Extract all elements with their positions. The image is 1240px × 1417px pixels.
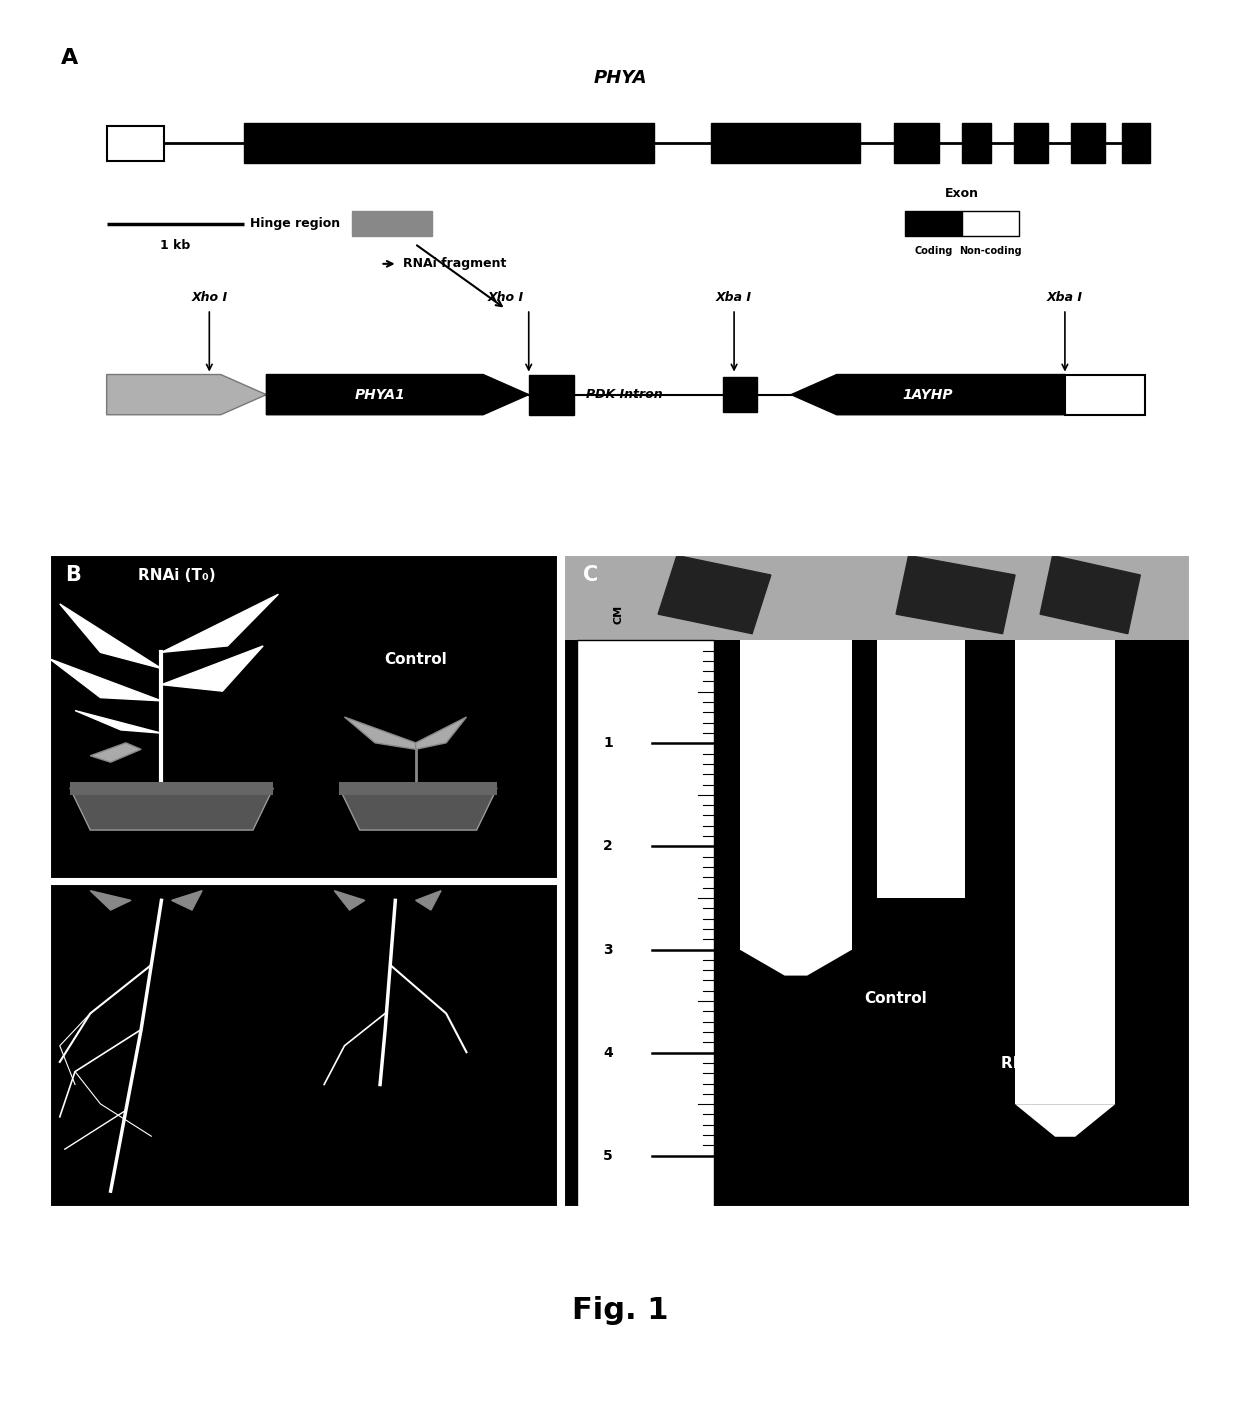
Bar bbox=[723, 377, 756, 412]
Polygon shape bbox=[739, 949, 852, 975]
FancyArrow shape bbox=[791, 374, 1065, 415]
Text: Fig. 1: Fig. 1 bbox=[572, 1297, 668, 1325]
Text: Exon: Exon bbox=[945, 187, 980, 200]
Text: Xba I: Xba I bbox=[715, 290, 753, 305]
Bar bbox=[1016, 640, 1115, 1104]
Polygon shape bbox=[1040, 555, 1141, 633]
Polygon shape bbox=[161, 594, 278, 652]
Polygon shape bbox=[415, 717, 466, 750]
Polygon shape bbox=[60, 604, 161, 669]
Text: PHYA1: PHYA1 bbox=[355, 388, 405, 401]
Text: Non-coding: Non-coding bbox=[960, 247, 1022, 256]
Polygon shape bbox=[897, 555, 1016, 633]
Text: B: B bbox=[64, 565, 81, 585]
FancyArrow shape bbox=[267, 374, 528, 415]
Bar bbox=[564, 555, 1190, 640]
Polygon shape bbox=[1016, 1104, 1115, 1136]
Bar bbox=[878, 640, 965, 898]
Text: RNAi (T₀): RNAi (T₀) bbox=[138, 568, 216, 584]
Bar bbox=[1065, 374, 1145, 415]
Bar bbox=[962, 211, 1019, 237]
Text: RNAi fragment: RNAi fragment bbox=[403, 258, 507, 271]
Text: Coding: Coding bbox=[915, 247, 952, 256]
Text: A: A bbox=[61, 48, 78, 68]
Polygon shape bbox=[335, 891, 365, 910]
Text: 5: 5 bbox=[603, 1149, 613, 1163]
Polygon shape bbox=[69, 788, 273, 830]
Text: 4: 4 bbox=[603, 1046, 613, 1060]
Bar bbox=[528, 374, 574, 415]
Bar bbox=[1013, 123, 1048, 163]
Text: C: C bbox=[583, 565, 598, 585]
Bar bbox=[577, 640, 714, 1207]
Polygon shape bbox=[76, 710, 161, 733]
Bar bbox=[712, 123, 859, 163]
Polygon shape bbox=[91, 891, 131, 910]
Text: PDK Intron: PDK Intron bbox=[585, 388, 662, 401]
Text: 2: 2 bbox=[603, 839, 613, 853]
Polygon shape bbox=[345, 717, 415, 750]
Text: Xba I: Xba I bbox=[1047, 290, 1083, 305]
Polygon shape bbox=[415, 891, 441, 910]
Bar bbox=[962, 123, 991, 163]
Text: PHYA: PHYA bbox=[593, 68, 647, 86]
Polygon shape bbox=[171, 891, 202, 910]
Bar bbox=[1122, 123, 1151, 163]
Bar bbox=[894, 123, 940, 163]
Polygon shape bbox=[161, 646, 263, 691]
Text: Xho I: Xho I bbox=[487, 290, 525, 305]
Polygon shape bbox=[91, 743, 141, 762]
Text: Xho I: Xho I bbox=[191, 290, 227, 305]
Bar bbox=[1070, 123, 1105, 163]
Text: 1AYHP: 1AYHP bbox=[903, 388, 954, 401]
FancyArrow shape bbox=[107, 374, 267, 415]
Polygon shape bbox=[50, 659, 161, 701]
Bar bbox=[69, 782, 273, 795]
Polygon shape bbox=[340, 788, 497, 830]
Text: CM: CM bbox=[613, 605, 622, 623]
Bar bbox=[340, 782, 497, 795]
Bar bbox=[905, 211, 962, 237]
Polygon shape bbox=[658, 555, 771, 633]
Text: Control: Control bbox=[864, 992, 928, 1006]
Bar bbox=[352, 211, 432, 237]
Text: Hinge region: Hinge region bbox=[250, 217, 341, 230]
Bar bbox=[107, 126, 164, 160]
Text: 1 kb: 1 kb bbox=[160, 238, 190, 252]
Bar bbox=[739, 640, 852, 949]
Text: RNAi (T₀): RNAi (T₀) bbox=[1001, 1057, 1079, 1071]
Text: 1: 1 bbox=[603, 737, 613, 751]
Text: 3: 3 bbox=[603, 942, 613, 956]
Bar bbox=[243, 123, 655, 163]
Text: Control: Control bbox=[384, 652, 448, 667]
